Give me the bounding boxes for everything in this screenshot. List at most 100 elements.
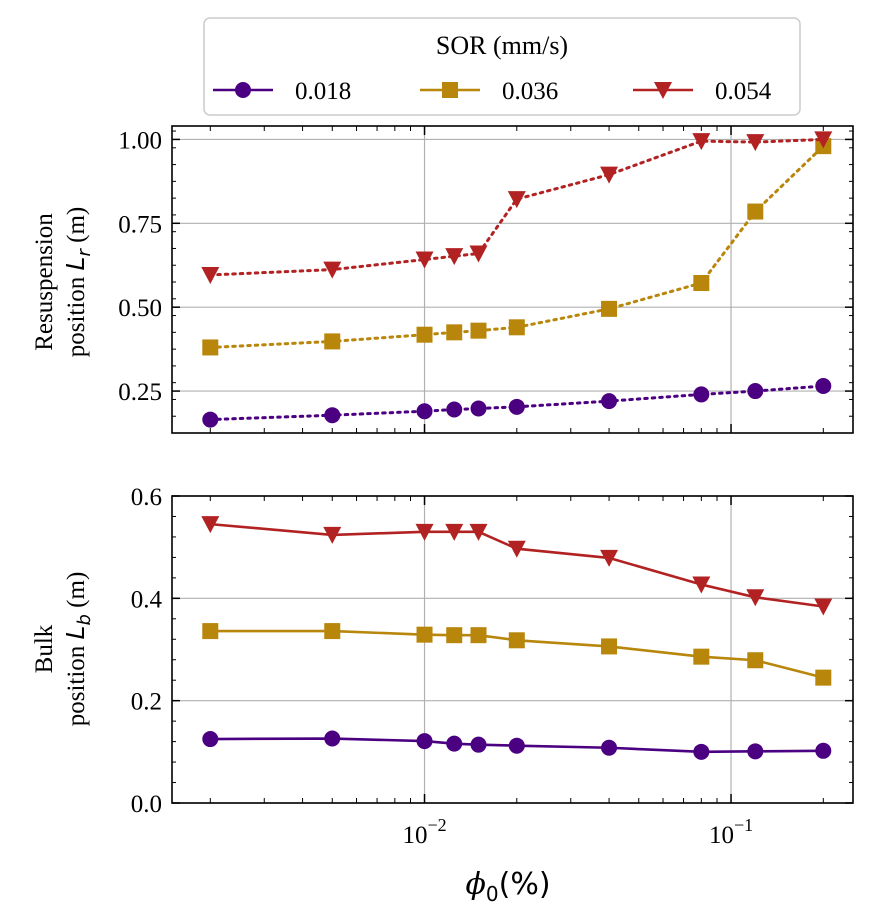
- bottom-ylabel-line1: Bulk: [31, 624, 58, 673]
- legend: SOR (mm/s) 0.018 0.036 0.054: [203, 17, 801, 116]
- data-point: [508, 319, 525, 336]
- bottom-ylabel-var: L: [61, 626, 90, 640]
- data-point: [446, 627, 463, 644]
- legend-entry-0.036: 0.036: [420, 78, 558, 105]
- data-point: [508, 632, 525, 649]
- data-point: [693, 275, 710, 292]
- legend-marker: [654, 82, 672, 99]
- legend-entry-0.054: 0.054: [633, 78, 772, 105]
- data-point: [692, 576, 711, 594]
- series-line: [208, 137, 825, 277]
- series-0.018: [202, 730, 832, 760]
- data-point: [201, 516, 220, 534]
- data-point: [692, 133, 711, 151]
- top-ylabel-var: L: [61, 257, 90, 271]
- data-point: [814, 131, 833, 149]
- bottom-ylabel-sub: b: [74, 614, 95, 625]
- data-point: [416, 403, 433, 420]
- series-0.018: [202, 378, 832, 428]
- data-point: [469, 245, 488, 263]
- y-tick-label: 0.0: [131, 791, 162, 818]
- data-point: [470, 322, 487, 339]
- data-point: [415, 523, 434, 541]
- data-point: [815, 742, 832, 759]
- legend-label: 0.036: [502, 78, 558, 105]
- data-point: [201, 266, 220, 284]
- grid: [172, 126, 853, 433]
- data-point: [416, 326, 433, 343]
- top-ylabel-line1: Resuspension: [31, 213, 58, 351]
- y-tick-label: 0.4: [131, 586, 163, 613]
- data-point: [601, 638, 618, 655]
- data-point: [470, 627, 487, 644]
- series-line: [208, 384, 825, 422]
- data-point: [323, 261, 342, 279]
- series-0.036: [202, 623, 832, 686]
- data-point: [693, 648, 710, 665]
- resuspension-panel: 0.25 0.50 0.75 1.00: [118, 125, 854, 434]
- data-point: [416, 733, 433, 750]
- x-tick-exp: −2: [427, 815, 446, 835]
- data-point: [469, 523, 488, 541]
- xlabel-var: ϕ: [465, 867, 485, 902]
- top-ylabel-sub: r: [74, 248, 95, 257]
- x-tick-exp: −1: [734, 815, 753, 835]
- data-point: [814, 598, 833, 616]
- data-point: [415, 251, 434, 269]
- bottom-ylabel-line2: position Lb (m): [61, 572, 95, 727]
- legend-title: SOR (mm/s): [436, 31, 568, 60]
- bulk-panel: 0.00.20.40.610−2 10−1: [131, 484, 854, 849]
- series-line: [208, 144, 825, 349]
- series-line: [210, 629, 824, 679]
- data-point: [600, 549, 619, 567]
- series-0.036: [202, 138, 832, 356]
- data-point: [446, 401, 463, 418]
- y-tick-label: 0.6: [131, 484, 162, 511]
- data-point: [202, 623, 219, 640]
- legend-label: 0.054: [715, 78, 772, 105]
- data-point: [600, 166, 619, 184]
- top-ylabel: Resuspension position Lr (m): [31, 207, 95, 358]
- y-tick-label: 0.2: [131, 689, 162, 716]
- data-point: [508, 737, 525, 754]
- data-point: [815, 378, 832, 395]
- series-0.054: [201, 516, 833, 616]
- xlabel-unit: (%): [499, 867, 551, 902]
- data-point: [202, 339, 219, 356]
- series-line: [210, 737, 824, 754]
- data-point: [815, 669, 832, 686]
- data-point: [445, 248, 464, 266]
- data-point: [202, 731, 219, 748]
- data-point: [747, 383, 764, 400]
- x-tick-base: 10: [402, 822, 427, 849]
- data-point: [693, 386, 710, 403]
- x-tick-label: 10−1: [709, 815, 753, 849]
- data-point: [445, 523, 464, 541]
- data-point: [747, 743, 764, 760]
- data-point: [324, 730, 341, 747]
- xlabel: ϕ0(%): [465, 867, 550, 906]
- data-point: [202, 411, 219, 428]
- data-point: [746, 589, 765, 607]
- bottom-ylabel-prefix: position: [63, 639, 90, 726]
- data-point: [470, 736, 487, 753]
- data-point: [601, 393, 618, 410]
- data-point: [747, 203, 764, 220]
- data-point: [446, 735, 463, 752]
- legend-label: 0.018: [295, 78, 351, 105]
- top-ylabel-unit: (m): [63, 207, 90, 249]
- y-tick-label: 0.25: [118, 379, 162, 406]
- y-tick-label: 0.75: [118, 211, 162, 238]
- series-line: [210, 522, 824, 608]
- data-point: [324, 333, 341, 350]
- legend-marker: [442, 82, 458, 98]
- x-tick-label: 10−2: [402, 815, 446, 849]
- bottom-ylabel: Bulk position Lb (m): [31, 572, 95, 727]
- data-point: [507, 191, 526, 209]
- data-point: [323, 526, 342, 544]
- legend-entry-0.018: 0.018: [213, 78, 351, 105]
- y-tick-label: 1.00: [118, 127, 162, 154]
- data-point: [324, 623, 341, 640]
- x-tick-base: 10: [709, 822, 734, 849]
